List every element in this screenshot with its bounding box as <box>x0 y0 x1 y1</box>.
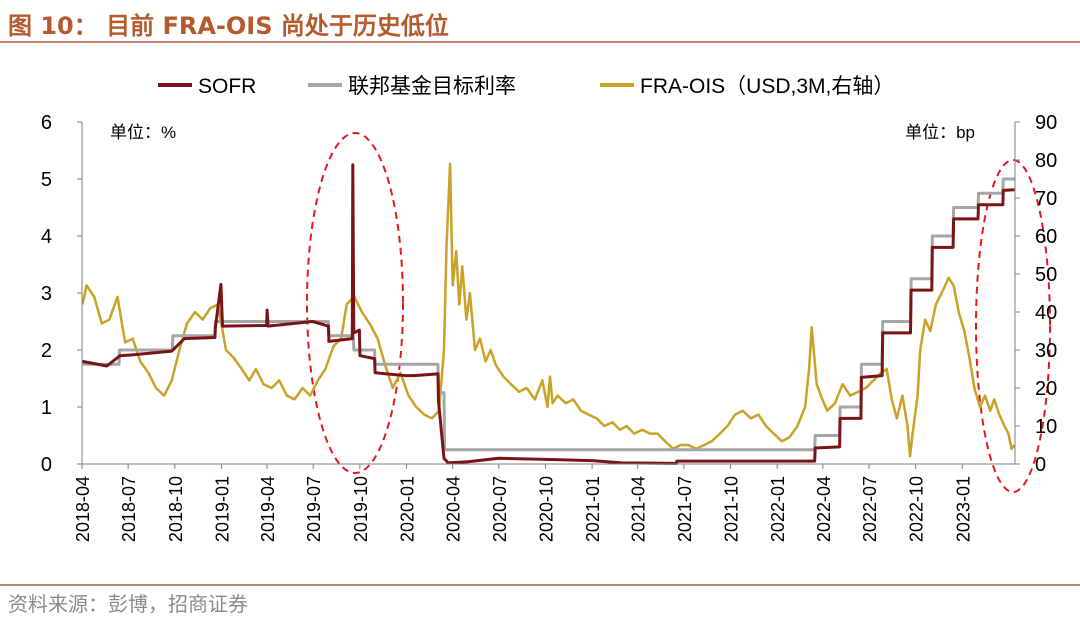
x-tick-label: 2018-04 <box>73 476 93 542</box>
x-tick-label: 2019-04 <box>258 476 278 542</box>
x-tick-label: 2020-07 <box>490 476 510 542</box>
x-tick-label: 2020-10 <box>536 476 556 542</box>
y-right-tick-label: 70 <box>1035 188 1057 210</box>
y-right-tick-label: 50 <box>1035 264 1057 286</box>
x-tick-label: 2022-10 <box>907 476 927 542</box>
y-right-tick-label: 40 <box>1035 302 1057 324</box>
fra-ois-chart: SOFR 联邦基金目标利率 FRA-OIS（USD,3M,右轴） 012345601… <box>41 75 1057 542</box>
footer-divider <box>0 584 1080 586</box>
y-right-tick-label: 60 <box>1035 226 1057 248</box>
highlight-ellipses <box>306 132 1051 493</box>
x-tick-label: 2019-10 <box>351 476 371 542</box>
y-right-tick-label: 20 <box>1035 378 1057 400</box>
x-tick-label: 2020-01 <box>398 476 418 542</box>
y-left-tick-label: 3 <box>41 283 52 305</box>
x-tick-label: 2019-07 <box>304 476 324 542</box>
y-right-tick-label: 10 <box>1035 416 1057 438</box>
legend-label-0: SOFR <box>198 75 256 98</box>
x-tick-label: 2022-07 <box>860 476 880 542</box>
y-right-tick-label: 90 <box>1035 112 1057 134</box>
x-tick-label: 2021-07 <box>675 476 695 542</box>
y-left-tick-label: 1 <box>41 397 52 419</box>
y-left-tick-label: 4 <box>41 226 52 248</box>
x-tick-label: 2020-04 <box>444 476 464 542</box>
y-left-tick-label: 2 <box>41 340 52 362</box>
legend: SOFR 联邦基金目标利率 FRA-OIS（USD,3M,右轴） <box>158 75 894 98</box>
highlight-ellipse-2023 <box>975 159 1051 493</box>
right-axis-unit: 单位：bp <box>905 123 975 142</box>
y-right-tick-label: 80 <box>1035 150 1057 172</box>
x-tick-label: 2021-01 <box>583 476 603 542</box>
y-left-tick-label: 0 <box>41 454 52 476</box>
x-tick-label: 2018-07 <box>119 476 139 542</box>
series-line-2 <box>81 162 1016 458</box>
x-tick-label: 2021-10 <box>722 476 742 542</box>
highlight-ellipse-2019 <box>306 132 404 474</box>
y-left-tick-label: 5 <box>41 169 52 191</box>
x-tick-label: 2018-10 <box>166 476 186 542</box>
figure-title: 图 10： 目前 FRA-OIS 尚处于历史低位 <box>8 12 449 40</box>
y-right-tick-label: 0 <box>1035 454 1046 476</box>
y-right-tick-label: 30 <box>1035 340 1057 362</box>
title-divider <box>0 41 1080 43</box>
x-tick-label: 2019-01 <box>212 476 232 542</box>
series-layer <box>81 162 1016 465</box>
left-axis-unit: 单位：% <box>110 123 176 142</box>
x-tick-label: 2022-01 <box>768 476 788 542</box>
x-tick-label: 2022-04 <box>814 476 834 542</box>
x-tick-label: 2023-01 <box>953 476 973 542</box>
x-tick-label: 2021-04 <box>629 476 649 542</box>
legend-label-2: FRA-OIS（USD,3M,右轴） <box>640 75 894 98</box>
y-left-tick-label: 6 <box>41 112 52 134</box>
source-note: 资料来源：彭博，招商证券 <box>8 592 248 616</box>
legend-label-1: 联邦基金目标利率 <box>348 75 516 98</box>
series-line-0 <box>82 163 1015 465</box>
